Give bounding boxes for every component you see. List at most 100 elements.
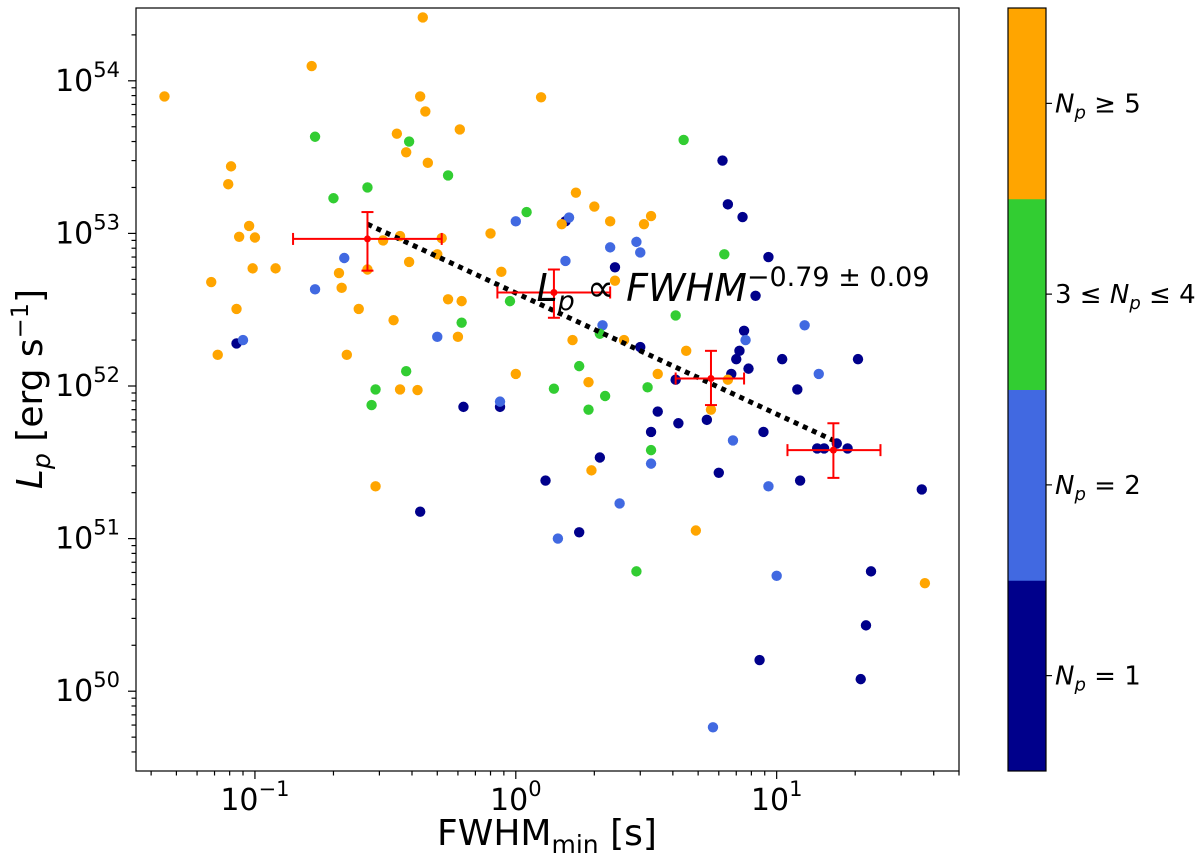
data-point: [223, 179, 234, 190]
data-point: [249, 232, 261, 243]
data-point: [594, 452, 606, 463]
annotation-layer: Lp ∝ FWHM−0.79 ± 0.09: [536, 262, 929, 317]
data-point: [432, 331, 443, 343]
data-point: [309, 284, 321, 295]
data-point: [414, 91, 426, 102]
data-point: [414, 506, 426, 517]
data-point: [722, 199, 734, 210]
data-point: [556, 218, 567, 230]
x-tick-label: 101: [751, 777, 803, 818]
data-point: [722, 374, 734, 385]
data-point: [231, 303, 242, 315]
data-point: [763, 481, 774, 492]
data-point: [270, 263, 281, 274]
data-point: [362, 182, 373, 193]
data-point: [339, 252, 350, 264]
y-tick-label: 1051: [55, 516, 120, 557]
data-point: [388, 314, 399, 326]
data-point: [403, 136, 415, 147]
binned-point: [363, 235, 371, 243]
data-point: [583, 376, 594, 388]
data-point: [341, 349, 353, 361]
data-point: [754, 654, 765, 666]
data-point: [535, 92, 547, 103]
data-point: [370, 384, 381, 395]
data-point: [737, 211, 748, 223]
data-point: [403, 256, 415, 268]
colorbar-frame: [1007, 7, 1047, 772]
data-point: [818, 443, 830, 454]
binned-point: [829, 446, 837, 454]
colorbar-segment: [1008, 198, 1046, 390]
data-point: [919, 578, 931, 589]
data-point: [645, 210, 657, 222]
binned-point: [550, 288, 558, 296]
data-point: [713, 467, 724, 478]
y-tick-label: 1050: [55, 668, 120, 709]
colorbar-label: 3 ≤ Np ≤ 4: [1055, 280, 1196, 314]
data-point: [758, 426, 769, 438]
data-point: [225, 161, 237, 172]
data-point: [865, 566, 877, 577]
colorbar-segment: [1008, 389, 1046, 581]
data-point: [652, 368, 663, 380]
colorbar-segment: [1008, 580, 1046, 772]
data-point: [609, 275, 621, 286]
colorbar-label: Np = 1: [1055, 662, 1141, 696]
data-point: [552, 533, 564, 544]
data-point: [237, 334, 249, 346]
data-point: [701, 414, 713, 426]
data-point: [852, 353, 864, 365]
data-point: [589, 201, 600, 212]
data-point: [599, 390, 611, 402]
data-point: [717, 155, 728, 166]
data-point: [333, 267, 345, 279]
data-point: [456, 317, 467, 328]
data-point: [604, 216, 616, 227]
data-point: [690, 525, 702, 536]
data-point: [719, 249, 730, 260]
data-point: [799, 320, 810, 331]
data-point: [573, 527, 585, 538]
data-point: [916, 484, 927, 495]
fit-annotation: Lp ∝ FWHM−0.79 ± 0.09: [536, 262, 929, 317]
data-point: [604, 242, 616, 253]
data-point: [727, 435, 739, 446]
data-point: [510, 216, 522, 227]
data-point: [391, 128, 403, 139]
data-point: [400, 366, 412, 377]
data-point: [705, 404, 717, 415]
data-point: [454, 124, 466, 135]
data-point: [563, 212, 575, 223]
x-axis-ticks: 10−1 100 101: [150, 771, 960, 818]
data-points-layer: [159, 12, 931, 733]
colorbar-segment: [1008, 8, 1046, 200]
binned-point: [707, 374, 715, 382]
data-point: [521, 206, 532, 218]
data-point: [336, 282, 347, 294]
colorbar: Np = 1 Np = 2 3 ≤ Np ≤ 4 Np ≥ 5: [1007, 7, 1196, 772]
data-point: [452, 331, 464, 343]
data-point: [638, 218, 650, 230]
data-point: [233, 231, 245, 243]
data-point: [573, 360, 585, 372]
data-point: [485, 228, 496, 239]
data-point: [567, 334, 578, 346]
x-axis-label: FWHMmin [s]: [437, 813, 657, 859]
data-point: [642, 382, 653, 393]
data-point: [743, 363, 754, 374]
data-point: [560, 255, 571, 267]
data-point: [494, 396, 506, 407]
data-point: [631, 566, 642, 577]
data-point: [707, 722, 719, 733]
data-point: [328, 193, 339, 204]
data-point: [860, 620, 872, 631]
data-point: [645, 426, 657, 438]
data-point: [750, 290, 761, 302]
y-tick-label: 1053: [55, 210, 120, 251]
data-point: [417, 12, 428, 23]
data-point: [792, 384, 803, 395]
data-point: [740, 334, 751, 346]
